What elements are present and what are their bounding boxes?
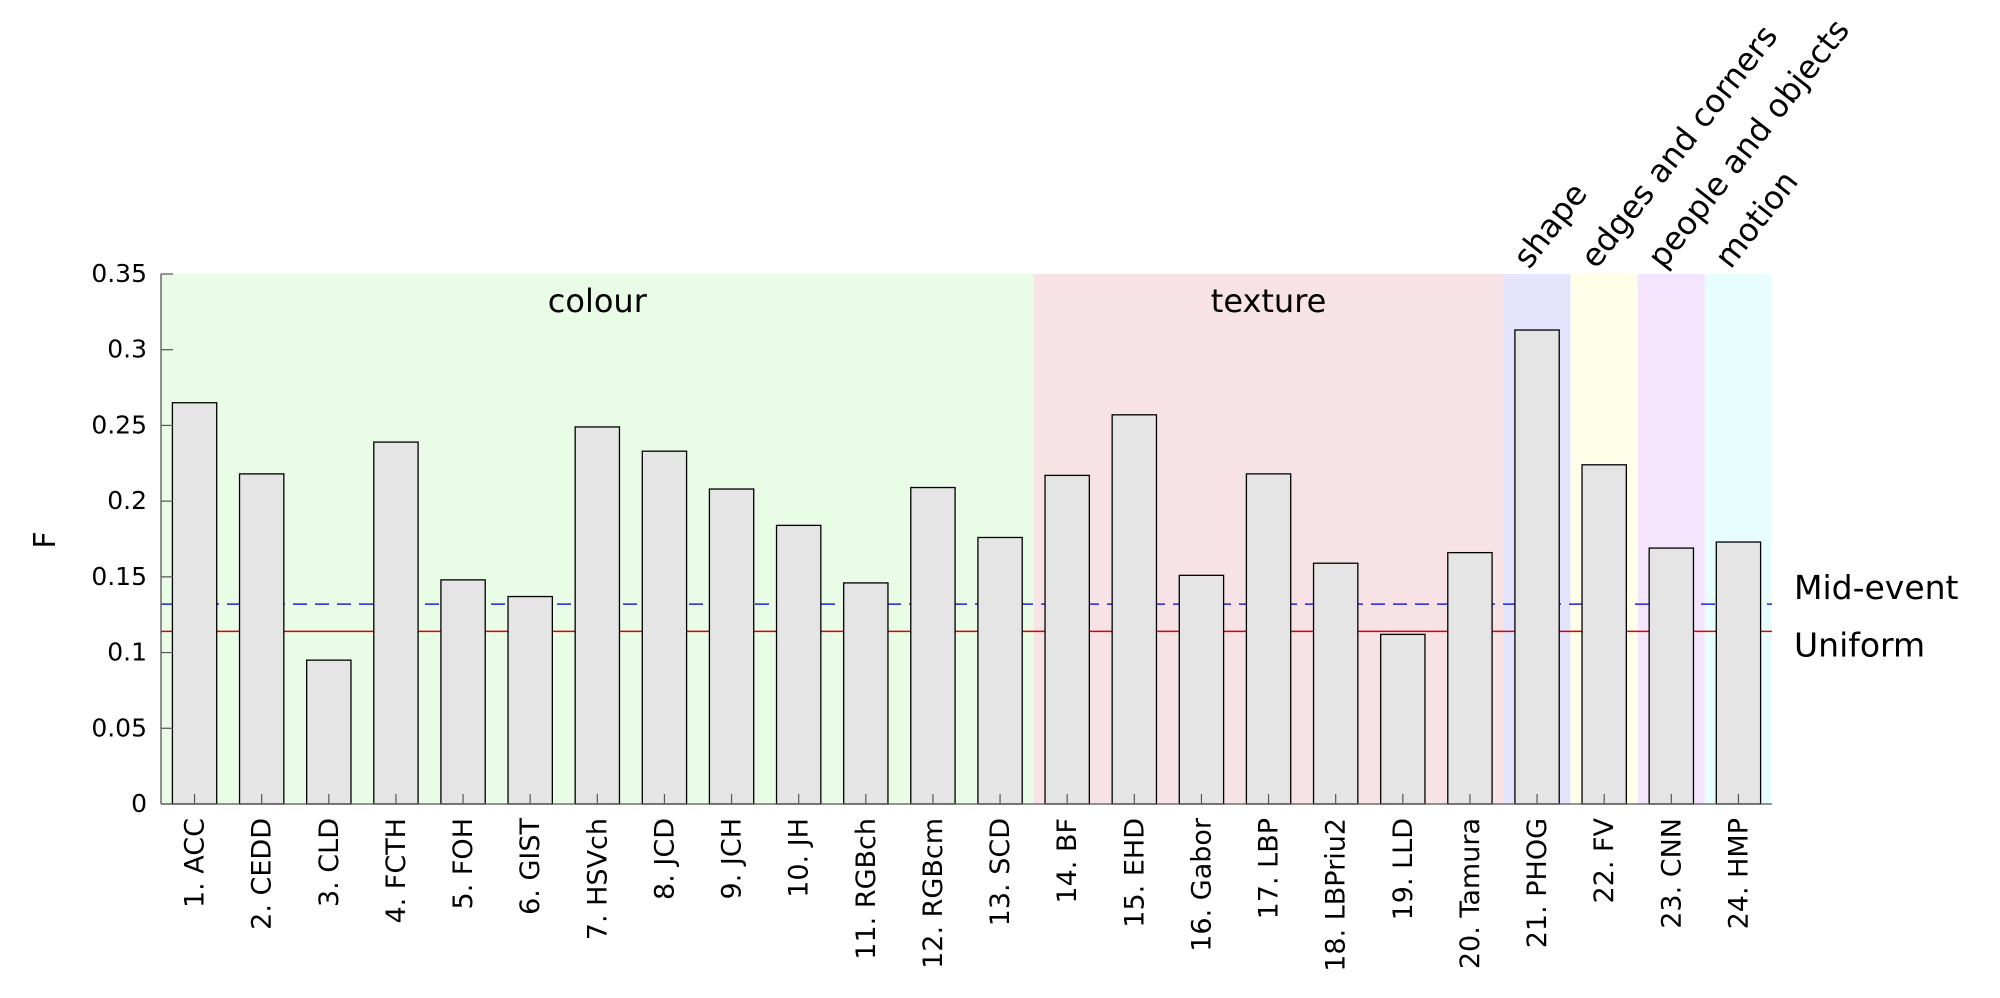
y-tick-label: 0.25 xyxy=(91,410,147,439)
x-tick-label: 23. CNN xyxy=(1656,818,1687,929)
x-tick-label: 11. RGBch xyxy=(851,818,882,960)
y-tick-label: 0 xyxy=(131,789,147,818)
x-tick-label: 16. Gabor xyxy=(1186,817,1217,952)
x-tick-label: 24. HMP xyxy=(1723,818,1754,929)
bar xyxy=(1514,329,1560,805)
y-tick-label: 0.35 xyxy=(91,259,147,288)
bar xyxy=(1380,633,1426,805)
bar xyxy=(977,536,1023,805)
bars-layer xyxy=(171,329,1762,805)
x-tick-label: 13. SCD xyxy=(985,818,1016,926)
bar xyxy=(574,426,621,805)
x-tick-label: 10. JH xyxy=(784,818,815,898)
group-label: shape xyxy=(1505,175,1594,274)
x-tick-label: 8. JCD xyxy=(649,818,680,900)
bar xyxy=(1178,574,1225,805)
bar xyxy=(1111,414,1158,805)
bar xyxy=(507,595,553,805)
x-tick-label: 12. RGBcm xyxy=(918,818,949,969)
bar xyxy=(843,582,889,805)
x-tick-label: 15. EHD xyxy=(1119,818,1150,928)
x-tick-label: 22. FV xyxy=(1589,817,1620,903)
x-tick-label: 6. GIST xyxy=(515,818,546,915)
y-tick-label: 0.3 xyxy=(107,335,147,364)
y-tick-label: 0.15 xyxy=(91,562,147,591)
x-tick-label: 20. Tamura xyxy=(1455,818,1486,969)
y-axis-label: F xyxy=(28,531,63,548)
reference-line-label: Uniform xyxy=(1794,625,1925,664)
x-tick-label: 2. CEDD xyxy=(247,818,278,930)
bar xyxy=(641,450,688,805)
axes-layer xyxy=(160,273,1772,805)
bar xyxy=(1447,551,1493,805)
x-tick-label: 3. CLD xyxy=(314,818,345,907)
x-tick-label: 5. FOH xyxy=(448,818,479,909)
group-label: colour xyxy=(548,282,648,320)
y-tick-label: 0.05 xyxy=(91,713,147,742)
y-tick-label: 0.2 xyxy=(107,486,147,515)
bar xyxy=(1044,474,1090,805)
bar xyxy=(1715,541,1762,805)
bar xyxy=(440,579,486,805)
x-tick-label: 7. HSVch xyxy=(582,818,613,940)
x-tick-label: 9. JCH xyxy=(717,818,748,899)
bar xyxy=(171,402,218,805)
bar xyxy=(775,524,822,805)
x-tick-label: 17. LBP xyxy=(1254,818,1285,919)
x-tick-label: 19. LLD xyxy=(1388,818,1419,920)
x-tick-label: 4. FCTH xyxy=(381,818,412,924)
bar xyxy=(1245,473,1292,805)
bar xyxy=(910,486,956,805)
reference-lines-layer xyxy=(161,603,1772,633)
bar xyxy=(1581,464,1627,805)
x-tick-label: 14. BF xyxy=(1052,818,1083,904)
x-tick-label: 18. LBPriu2 xyxy=(1321,818,1352,972)
x-tick-label: 1. ACC xyxy=(180,818,211,908)
group-label: texture xyxy=(1211,282,1327,320)
bar xyxy=(1312,562,1359,805)
bar xyxy=(306,659,352,805)
bar xyxy=(373,441,419,805)
bar xyxy=(238,473,285,805)
y-tick-label: 0.1 xyxy=(107,638,147,667)
x-tick-label: 21. PHOG xyxy=(1522,818,1553,948)
reference-line-label: Mid-event xyxy=(1794,568,1959,607)
bar xyxy=(708,488,755,805)
bar xyxy=(1648,547,1695,805)
